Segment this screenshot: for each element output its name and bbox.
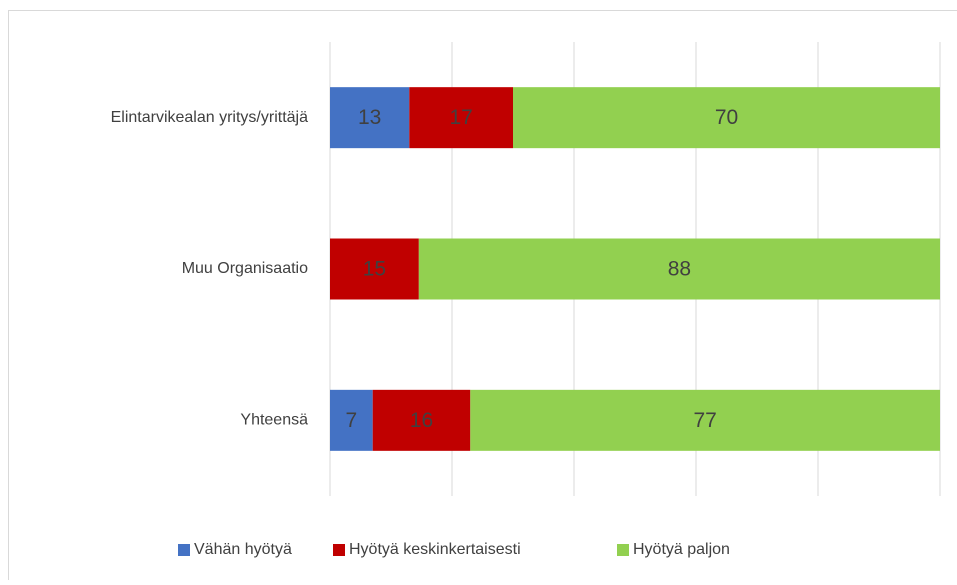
y-tick-label: Muu Organisaatio: [182, 260, 308, 277]
y-tick-label: Elintarvikealan yritys/yrittäjä: [111, 109, 309, 126]
data-label: 17: [449, 106, 472, 129]
data-label: 15: [363, 258, 386, 281]
legend-label: Vähän hyötyä: [194, 541, 292, 558]
legend-swatch: [617, 544, 629, 556]
data-label: 13: [358, 106, 381, 129]
legend-swatch: [333, 544, 345, 556]
legend-label: Hyötyä keskinkertaisesti: [349, 541, 521, 558]
legend-label: Hyötyä paljon: [633, 541, 730, 558]
data-label: 7: [346, 409, 358, 432]
data-label: 70: [715, 106, 738, 129]
legend-swatch: [178, 544, 190, 556]
data-label: 77: [693, 409, 716, 432]
data-label: 16: [410, 409, 433, 432]
y-tick-label: Yhteensä: [240, 412, 308, 429]
data-label: 88: [668, 258, 691, 281]
